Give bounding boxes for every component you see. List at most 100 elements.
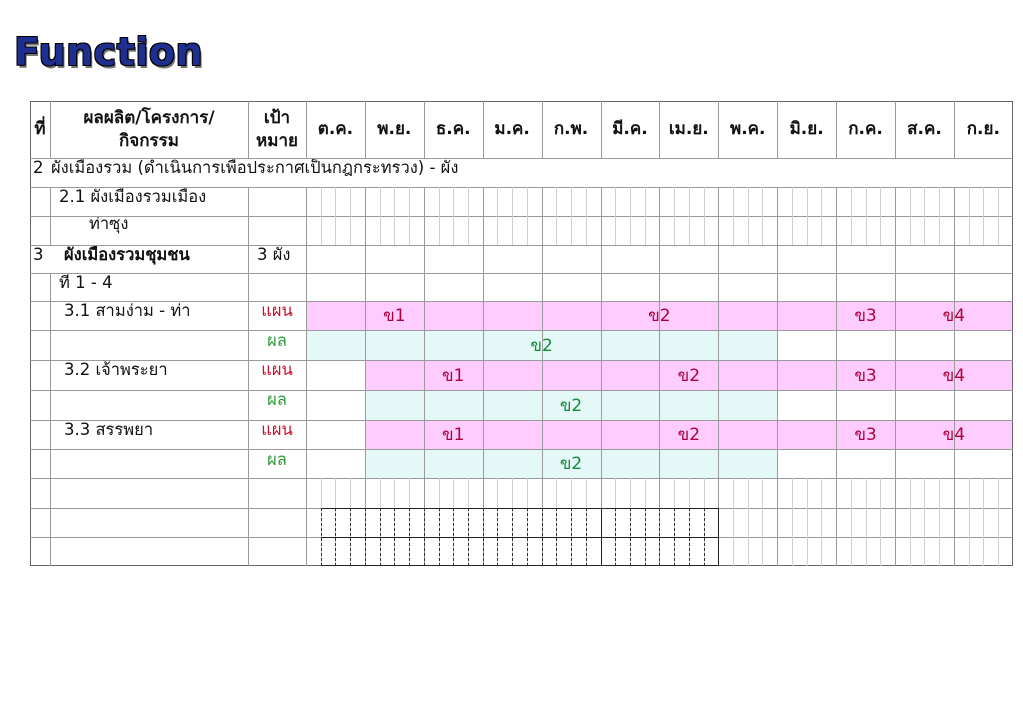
grid-line bbox=[983, 187, 985, 245]
grid-line bbox=[836, 101, 838, 158]
grid-line bbox=[836, 187, 838, 566]
grid-line bbox=[438, 187, 440, 245]
grid-line bbox=[306, 187, 307, 566]
dashed-tick bbox=[659, 508, 661, 566]
grid-line bbox=[909, 478, 911, 566]
grid-line bbox=[821, 187, 823, 245]
month-header-4: ม.ค. bbox=[494, 118, 530, 139]
grid-line bbox=[364, 101, 366, 158]
dashed-tick bbox=[556, 508, 558, 566]
grid-line bbox=[30, 187, 1013, 188]
grid-line bbox=[850, 478, 852, 566]
grid-line bbox=[248, 101, 249, 158]
dashed-tick bbox=[644, 508, 647, 566]
header-target-line2: หมาย bbox=[256, 130, 298, 151]
grid-line bbox=[30, 449, 1013, 450]
grid-line bbox=[733, 187, 735, 245]
grid-line bbox=[600, 187, 602, 566]
grid-line bbox=[777, 101, 779, 158]
grid-line bbox=[482, 101, 484, 158]
bar-plan-3-3-ph2: ข2 bbox=[541, 420, 837, 449]
grid-line bbox=[659, 187, 661, 566]
result-label-3-2: ผล bbox=[267, 391, 287, 409]
bar-plan-3-3-ph1: ข1 bbox=[364, 420, 542, 449]
grid-line bbox=[571, 187, 573, 245]
dashed-box-right bbox=[718, 508, 720, 566]
plan-label-3-2: แผน bbox=[261, 361, 293, 379]
bar-result-3-2: ข2 bbox=[364, 390, 778, 420]
month-header-1: ต.ค. bbox=[317, 118, 354, 139]
gantt-table: ที่ ผลผลิต/โครงการ/ กิจกรรม เป้า หมาย ต.… bbox=[30, 101, 1013, 566]
row3-1-label: 3.1 สามง่าม - ท่า bbox=[64, 302, 191, 320]
month-header-9: มิ.ย. bbox=[789, 118, 824, 139]
grid-line bbox=[379, 187, 381, 245]
grid-line bbox=[850, 187, 852, 245]
grid-line bbox=[733, 478, 735, 566]
grid-line bbox=[806, 478, 808, 566]
row3-no: 3 bbox=[33, 246, 44, 264]
grid-line bbox=[762, 478, 764, 566]
bar-plan-3-1-ph2: ข2 bbox=[482, 301, 837, 330]
month-header-11: ส.ค. bbox=[907, 118, 942, 139]
dashed-tick bbox=[541, 508, 544, 566]
header-product: ผลผลิต/โครงการ/ กิจกรรม bbox=[50, 101, 248, 158]
month-header-2: พ.ย. bbox=[377, 118, 412, 139]
grid-line bbox=[924, 187, 926, 245]
bar-plan-3-1-ph3: ข3 bbox=[836, 301, 895, 330]
month-header-5: ก.พ. bbox=[553, 118, 589, 139]
header-product-line2: กิจกรรม bbox=[118, 130, 179, 151]
grid-line bbox=[939, 478, 941, 566]
grid-line bbox=[865, 478, 867, 566]
grid-line bbox=[644, 187, 646, 245]
dashed-tick bbox=[497, 508, 499, 566]
grid-line bbox=[880, 478, 882, 566]
dashed-tick bbox=[379, 508, 382, 566]
grid-line bbox=[909, 187, 911, 245]
row2-1-line1: 2.1 ผังเมืองรวมเมือง bbox=[59, 188, 207, 206]
month-header-12: ก.ย. bbox=[966, 118, 1000, 139]
grid-line bbox=[409, 187, 411, 245]
row2-1-line2: ท่าซุง bbox=[89, 215, 129, 233]
grid-line bbox=[998, 187, 1000, 245]
grid-line bbox=[30, 158, 1013, 159]
grid-line bbox=[865, 187, 867, 245]
grid-line bbox=[821, 478, 823, 566]
grid-line bbox=[30, 390, 1013, 391]
dashed-tick bbox=[571, 508, 573, 566]
grid-line bbox=[248, 187, 249, 566]
dashed-tick bbox=[364, 508, 367, 566]
bar-plan-3-3-ph3: ข3 bbox=[836, 420, 895, 449]
dashed-tick bbox=[438, 508, 441, 566]
plan-label-3-3: แผน bbox=[261, 421, 293, 439]
grid-line bbox=[453, 187, 455, 245]
grid-line bbox=[320, 187, 322, 245]
grid-line bbox=[762, 187, 764, 245]
dashed-tick bbox=[409, 508, 411, 566]
grid-line bbox=[747, 478, 749, 566]
dashed-tick bbox=[629, 508, 632, 566]
grid-line bbox=[30, 478, 1013, 479]
dashed-tick bbox=[482, 508, 485, 566]
dashed-tick bbox=[512, 508, 514, 566]
grid-line bbox=[497, 187, 499, 245]
grid-line bbox=[718, 187, 720, 566]
grid-line bbox=[306, 101, 307, 158]
dashed-tick bbox=[350, 508, 352, 566]
grid-line bbox=[718, 101, 720, 158]
month-header-3: ธ.ค. bbox=[435, 118, 471, 139]
row3-title-line2: ที่ 1 - 4 bbox=[59, 274, 113, 292]
grid-line bbox=[350, 187, 352, 245]
grid-line bbox=[939, 187, 941, 245]
grid-line bbox=[968, 478, 970, 566]
dashed-tick bbox=[423, 508, 426, 566]
dashed-tick bbox=[467, 508, 470, 566]
grid-line bbox=[953, 187, 955, 566]
grid-line bbox=[688, 187, 690, 245]
month-header-8: พ.ค. bbox=[729, 118, 766, 139]
dashed-tick bbox=[674, 508, 676, 566]
grid-line bbox=[30, 330, 1013, 331]
slide-title: Function bbox=[14, 30, 204, 74]
bar-plan-3-2-ph1: ข1 bbox=[364, 360, 542, 390]
bar-plan-3-1-ph1: ข1 bbox=[306, 301, 483, 330]
grid-line bbox=[50, 273, 51, 566]
